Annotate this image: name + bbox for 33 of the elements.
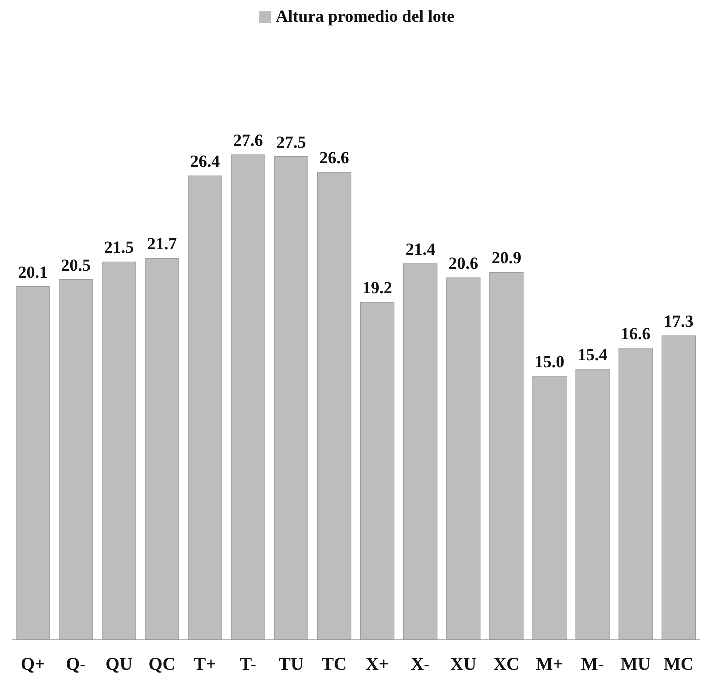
x-tick-label: M+: [536, 654, 564, 674]
x-tick-label: X+: [366, 654, 390, 674]
data-label: 20.1: [18, 262, 48, 282]
data-label: 20.6: [448, 254, 479, 274]
x-tick-label: T-: [240, 654, 257, 674]
data-label: 15.0: [534, 352, 565, 372]
x-tick-label: X-: [411, 654, 430, 674]
x-tick-label: MC: [664, 654, 694, 674]
data-label: 17.3: [664, 312, 694, 331]
data-label: 20.9: [492, 248, 522, 268]
x-tick-label: Q+: [20, 654, 46, 674]
x-tick-label: TC: [322, 654, 347, 674]
text: Altura promedio del lote: [276, 7, 456, 26]
x-tick-label: QU: [106, 654, 133, 674]
x-tick-label: TU: [278, 654, 304, 674]
x-tick-label: M-: [581, 654, 604, 674]
x-tick-label: XU: [450, 654, 477, 674]
data-label: 16.6: [620, 324, 651, 344]
data-label: 21.4: [406, 240, 436, 259]
data-label: 27.5: [276, 132, 306, 152]
data-label: 19.2: [362, 278, 392, 298]
data-label: 27.6: [233, 131, 264, 150]
data-label: 26.4: [190, 152, 221, 172]
x-tick-label: QC: [148, 654, 176, 674]
x-tick-label: Q-: [66, 654, 86, 674]
data-label: 20.5: [61, 256, 92, 275]
x-tick-label: MU: [620, 654, 651, 674]
x-tick-label: XC: [494, 654, 520, 674]
x-tick-label: T+: [194, 654, 216, 674]
data-label: 21.7: [147, 234, 178, 254]
data-label: 26.6: [320, 148, 350, 168]
data-label: 15.4: [578, 345, 608, 364]
data-label: 21.5: [104, 238, 134, 258]
